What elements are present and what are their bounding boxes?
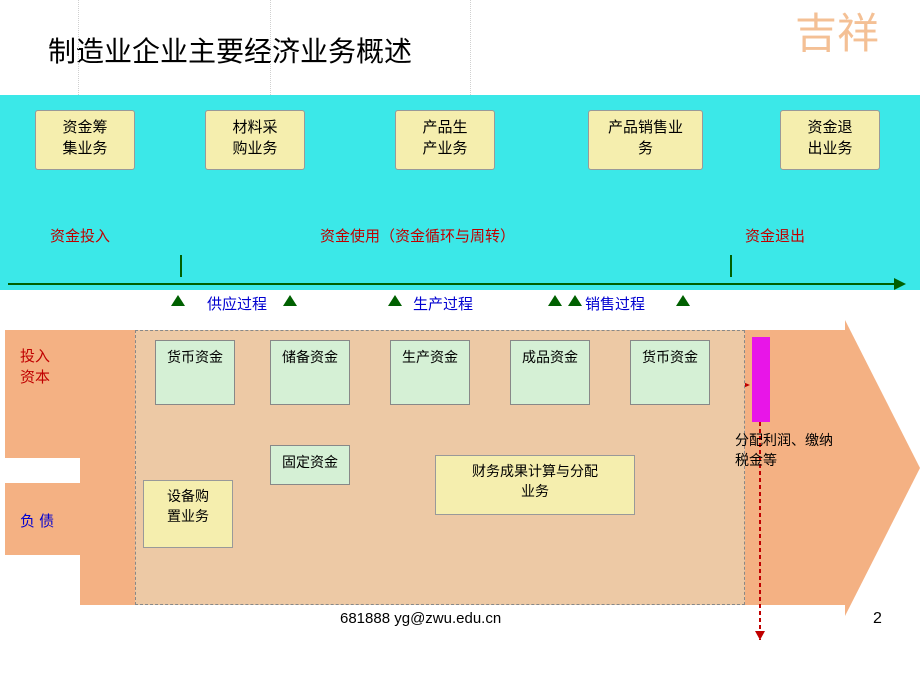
top-business-box: 资金筹集业务	[35, 110, 135, 170]
phase-label: 资金投入	[50, 225, 110, 246]
process-label: 供应过程	[207, 293, 267, 314]
gap-block	[0, 320, 80, 330]
timeline-tick	[730, 255, 732, 277]
top-business-box: 材料采购业务	[205, 110, 305, 170]
watermark: 吉祥	[795, 0, 915, 90]
top-business-box: 产品生产业务	[395, 110, 495, 170]
triangle-marker-icon	[568, 295, 582, 306]
triangle-marker-icon	[676, 295, 690, 306]
fund-stage-box: 货币资金	[155, 340, 235, 405]
phase-label: 资金使用（资金循环与周转）	[320, 225, 515, 246]
triangle-marker-icon	[171, 295, 185, 306]
header-area: 制造业企业主要经济业务概述 吉祥	[0, 0, 920, 95]
capital-source-label: 负 债	[20, 510, 54, 531]
activity-box: 设备购 置业务	[143, 480, 233, 548]
gap-block	[0, 458, 80, 483]
triangle-marker-icon	[548, 295, 562, 306]
fund-stage-box: 固定资金	[270, 445, 350, 485]
gap-block	[0, 555, 80, 615]
process-label: 生产过程	[413, 293, 473, 314]
timeline-tick	[180, 255, 182, 277]
output-bar	[752, 337, 770, 422]
fund-stage-box: 货币资金	[630, 340, 710, 405]
distribution-note: 分配利润、缴纳 税金等	[735, 430, 833, 470]
arrow-head-icon	[845, 320, 920, 616]
fund-stage-box: 成品资金	[510, 340, 590, 405]
fund-stage-box: 生产资金	[390, 340, 470, 405]
top-business-box: 产品销售业务	[588, 110, 703, 170]
triangle-marker-icon	[283, 295, 297, 306]
page-title: 制造业企业主要经济业务概述	[0, 0, 920, 70]
triangle-marker-icon	[388, 295, 402, 306]
page-number: 2	[873, 610, 882, 628]
phase-label: 资金退出	[745, 225, 805, 246]
process-label: 销售过程	[585, 293, 645, 314]
capital-source-label: 投入 资本	[20, 345, 50, 387]
fund-stage-box: 储备资金	[270, 340, 350, 405]
top-business-box: 资金退出业务	[780, 110, 880, 170]
footer-text: 681888 yg@zwu.edu.cn	[340, 610, 501, 627]
activity-box: 财务成果计算与分配 业务	[435, 455, 635, 515]
timeline-arrow	[8, 283, 898, 285]
